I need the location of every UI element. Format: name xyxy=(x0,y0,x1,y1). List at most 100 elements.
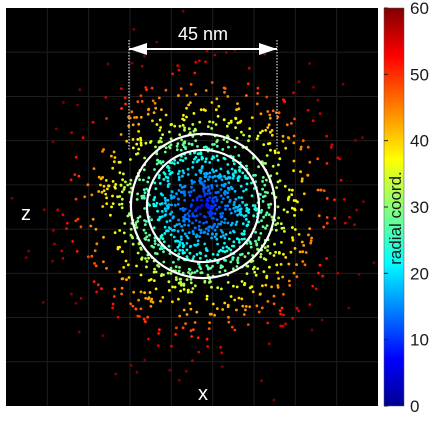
scatter-point xyxy=(262,257,266,260)
scale-bar-label: 45 nm xyxy=(178,24,228,44)
scatter-point xyxy=(291,316,295,320)
scatter-point xyxy=(329,145,333,149)
scatter-point xyxy=(183,213,187,217)
scatter-point xyxy=(198,220,202,224)
scatter-point xyxy=(254,173,257,177)
scatter-point xyxy=(207,211,210,214)
scatter-point xyxy=(195,196,199,200)
scatter-point xyxy=(265,178,268,182)
scatter-point xyxy=(208,161,212,164)
scatter-point xyxy=(169,266,173,270)
scatter-point xyxy=(196,242,200,246)
scatter-point xyxy=(243,229,246,233)
scatter-point xyxy=(183,126,187,130)
scatter-point xyxy=(226,134,229,138)
scatter-point xyxy=(163,214,167,217)
scatter-point xyxy=(177,378,181,382)
scatter-point xyxy=(234,223,238,226)
scatter-point xyxy=(232,230,236,234)
scatter-point xyxy=(146,315,150,319)
scatter-point xyxy=(287,279,291,283)
scatter-point xyxy=(220,215,224,218)
scatter-point xyxy=(253,265,256,269)
scatter-point xyxy=(348,215,351,219)
scatter-point xyxy=(132,290,136,294)
scatter-point xyxy=(262,270,266,273)
scatter-point xyxy=(234,126,238,129)
scatter-point xyxy=(265,224,269,228)
scatter-point xyxy=(143,196,146,200)
scatter-point xyxy=(171,285,175,289)
scatter-point xyxy=(165,229,169,233)
scatter-point xyxy=(206,199,210,203)
scatter-point xyxy=(275,186,278,190)
scatter-point xyxy=(144,220,148,223)
scatter-point xyxy=(133,116,136,119)
scatter-point xyxy=(168,227,172,231)
scatter-point xyxy=(197,152,201,156)
scatter-point xyxy=(206,345,210,348)
scatter-point xyxy=(179,277,183,281)
scatter-point xyxy=(176,142,180,146)
scatter-point xyxy=(183,128,186,132)
scatter-point xyxy=(259,193,262,196)
scatter-point xyxy=(89,224,93,228)
scatter-point xyxy=(182,141,186,145)
scatter-point xyxy=(114,372,118,376)
scatter-point xyxy=(209,266,213,270)
scatter-point xyxy=(212,216,215,220)
scatter-point xyxy=(110,205,113,209)
scatter-point xyxy=(216,174,220,178)
scatter-point xyxy=(92,280,96,283)
scatter-point xyxy=(308,303,312,306)
scatter-point xyxy=(151,99,155,103)
scatter-point xyxy=(205,220,208,224)
scatter-point xyxy=(194,219,198,222)
scatter-point xyxy=(242,189,246,193)
scatter-point xyxy=(207,225,211,229)
scatter-point xyxy=(128,190,132,194)
scatter-point xyxy=(189,244,193,248)
scatter-point xyxy=(166,164,170,168)
scatter-point xyxy=(86,255,90,259)
scatter-point xyxy=(213,235,217,239)
scatter-point xyxy=(175,192,178,196)
scatter-point xyxy=(284,146,288,150)
scatter-point xyxy=(193,151,196,155)
scatter-point xyxy=(250,181,253,185)
scatter-point xyxy=(144,257,147,260)
scatter-point xyxy=(153,267,157,271)
scatter-point xyxy=(277,277,280,280)
scatter-point xyxy=(189,205,193,208)
scatter-point xyxy=(269,148,272,152)
scatter-point xyxy=(165,220,169,224)
scatter-point xyxy=(190,290,193,294)
scatter-point xyxy=(215,191,218,195)
scatter-point xyxy=(204,157,208,161)
scatter-point xyxy=(164,146,168,150)
scatter-point xyxy=(186,167,190,171)
scatter-point xyxy=(189,307,193,311)
scatter-point xyxy=(241,222,245,226)
scatter-point xyxy=(240,196,244,200)
scatter-point xyxy=(187,142,191,146)
scatter-point xyxy=(272,398,276,402)
scatter-point xyxy=(105,202,109,206)
scatter-point xyxy=(291,188,294,192)
scatter-point xyxy=(208,196,212,200)
scatter-point xyxy=(269,202,273,206)
scatter-point xyxy=(135,264,138,268)
scatter-point xyxy=(161,237,165,241)
scatter-point xyxy=(208,175,212,179)
scatter-point xyxy=(249,242,253,246)
scatter-point xyxy=(293,214,296,217)
scatter-point xyxy=(185,115,188,119)
scatter-point xyxy=(219,167,223,171)
scatter-point xyxy=(120,107,123,110)
scatter-point xyxy=(310,236,313,240)
scatter-point xyxy=(204,89,208,92)
scatter-point xyxy=(295,275,299,279)
scatter-point xyxy=(268,265,271,269)
scatter-point xyxy=(205,297,209,301)
scatter-point xyxy=(223,221,226,225)
